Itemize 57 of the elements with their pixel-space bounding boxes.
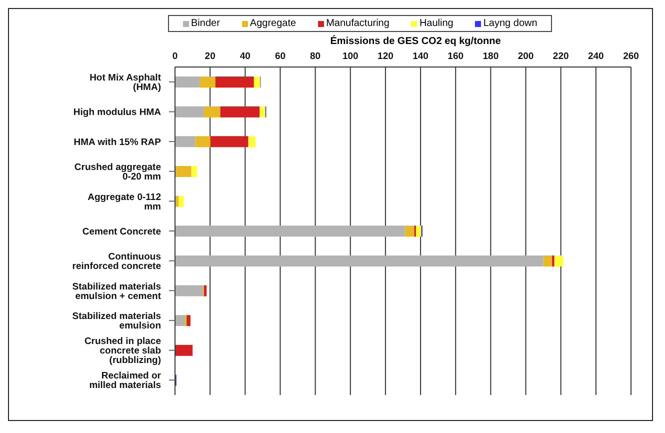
x-tick-label: 20 xyxy=(204,51,216,62)
x-tick-label: 220 xyxy=(552,51,569,62)
bar xyxy=(186,315,190,326)
legend-label: Hauling xyxy=(418,18,454,29)
bar xyxy=(175,344,193,356)
bar xyxy=(175,315,185,326)
bar xyxy=(175,166,192,177)
x-tick-label: 0 xyxy=(172,51,178,62)
bar xyxy=(195,136,210,148)
bar xyxy=(204,106,220,118)
y-tick-label: Reclaimed or milled materials xyxy=(89,370,162,392)
x-tick-label: 100 xyxy=(342,51,358,62)
legend-label: Aggregate xyxy=(248,18,296,29)
x-axis-title: Émissions de GES CO2 eq kg/tonne xyxy=(329,36,502,47)
bar xyxy=(191,166,197,177)
bar xyxy=(404,226,414,237)
bar xyxy=(554,255,564,266)
bar xyxy=(175,136,196,148)
y-tick-label: Aggregate 0-112 mm xyxy=(88,192,161,212)
bar xyxy=(178,196,184,207)
x-tick-label: 200 xyxy=(518,51,534,62)
x-tick-label: 240 xyxy=(588,51,604,62)
bar xyxy=(543,255,552,266)
bar xyxy=(175,226,405,237)
y-tick-label: High modulus HMA xyxy=(73,107,162,118)
bar xyxy=(200,76,216,88)
bar xyxy=(220,106,260,118)
x-tick-label: 260 xyxy=(623,51,639,62)
y-tick-label: Stabilized materials emulsion xyxy=(72,311,162,332)
x-tick-label: 80 xyxy=(310,51,321,62)
bar xyxy=(175,106,204,118)
y-tick-label: Crushed aggregate 0-20 mm xyxy=(74,162,161,182)
legend-label: Manufacturing xyxy=(325,18,390,29)
x-tick-label: 160 xyxy=(448,51,464,62)
x-tick-label: 140 xyxy=(412,51,428,62)
x-tick-label: 40 xyxy=(240,51,250,62)
y-tick-label: HMA with 15% RAP xyxy=(74,136,162,148)
x-tick-label: 180 xyxy=(482,51,499,62)
bar xyxy=(416,226,422,237)
y-tick-label: Continuous reinforced concrete xyxy=(72,251,161,272)
bar xyxy=(175,285,204,296)
bar xyxy=(210,136,248,148)
bar xyxy=(248,136,256,148)
bar xyxy=(215,76,254,88)
y-tick-label: Stabilized materials emulsion + cement xyxy=(72,281,162,302)
y-tick-label: Hot Mix Asphalt (HMA) xyxy=(90,72,162,94)
bar xyxy=(260,106,266,118)
y-tick-label: Crushed in place concrete slab (rubblizing) xyxy=(84,336,162,366)
legend-label: Binder xyxy=(190,18,220,29)
bar xyxy=(254,76,260,88)
bar xyxy=(175,255,544,266)
y-tick-label: Cement Concrete xyxy=(82,226,161,238)
x-tick-label: 60 xyxy=(274,51,286,62)
bar xyxy=(175,76,200,88)
legend-label: Layng down xyxy=(482,18,538,29)
bar xyxy=(204,285,207,296)
x-tick-label: 120 xyxy=(378,51,394,62)
